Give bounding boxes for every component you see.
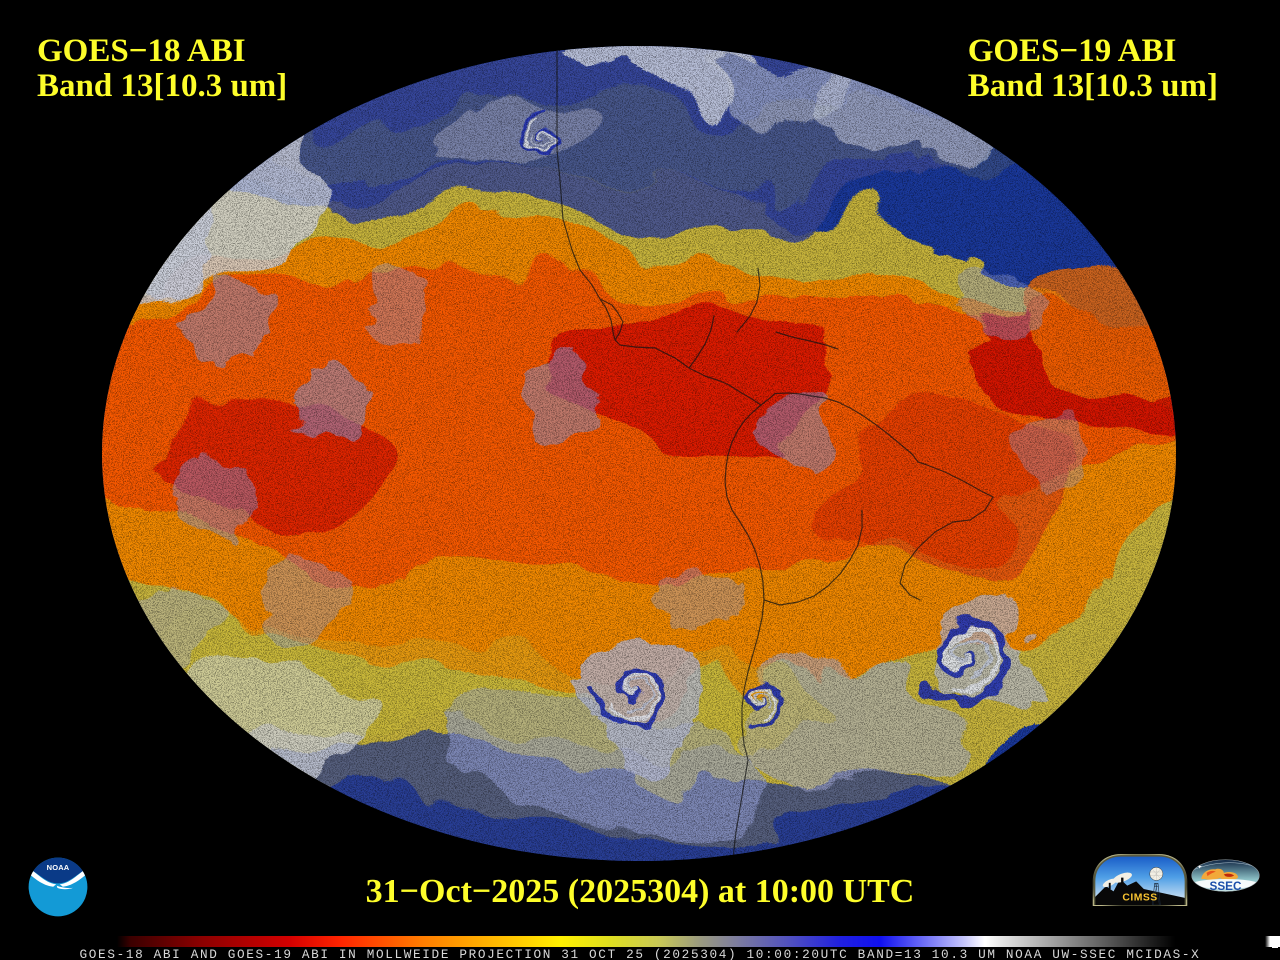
svg-text:SSEC: SSEC xyxy=(1210,880,1242,893)
svg-text:NOAA: NOAA xyxy=(47,863,70,872)
svg-text:CIMSS: CIMSS xyxy=(1122,892,1157,903)
